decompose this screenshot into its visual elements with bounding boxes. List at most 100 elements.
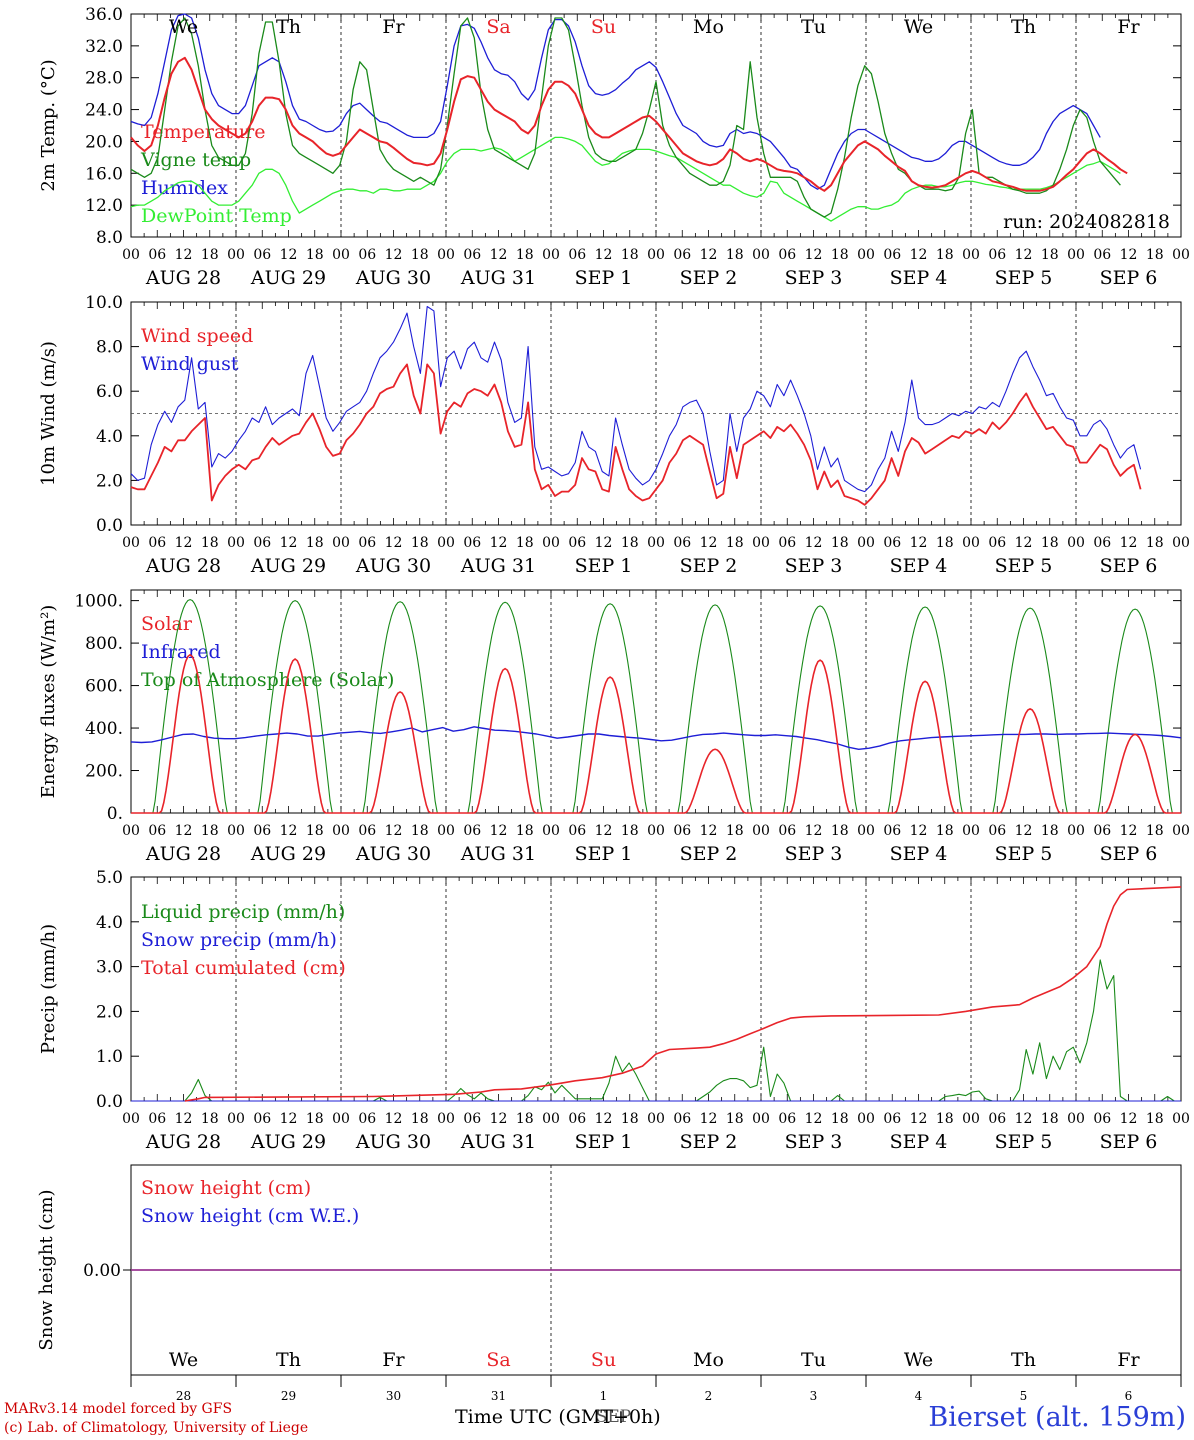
hour-label: 18 <box>831 535 849 551</box>
day-name: Mo <box>693 16 724 38</box>
day-name: Mo <box>693 1349 724 1371</box>
hour-label: 00 <box>437 247 455 263</box>
date-label: SEP 4 <box>890 267 948 289</box>
hour-label: 12 <box>280 247 298 263</box>
hour-label: 00 <box>962 535 980 551</box>
hour-label: 00 <box>227 535 245 551</box>
hour-label: 06 <box>358 247 376 263</box>
date-label: SEP 3 <box>785 1131 843 1153</box>
hour-label: 00 <box>1067 823 1085 839</box>
y-tick-label: 2.0 <box>96 1002 123 1022</box>
hour-label: 00 <box>1067 1111 1085 1127</box>
hour-label: 18 <box>936 247 954 263</box>
hour-label: 00 <box>962 823 980 839</box>
day-number: 6 <box>1125 1389 1133 1403</box>
hour-label: 12 <box>280 535 298 551</box>
hour-label: 12 <box>910 823 928 839</box>
y-axis-label: 10m Wind (m/s) <box>38 341 59 486</box>
series-line <box>131 959 1175 1102</box>
hour-label: 06 <box>673 535 691 551</box>
panel-frame <box>130 589 1182 814</box>
hour-label: 00 <box>1172 1111 1190 1127</box>
y-tick-label: 200. <box>85 762 123 782</box>
hour-label: 06 <box>988 535 1006 551</box>
date-label: AUG 31 <box>460 267 536 289</box>
y-tick-label: 10.0 <box>85 293 123 313</box>
hour-label: 00 <box>1172 247 1190 263</box>
day-number: 3 <box>810 1389 818 1403</box>
date-label: AUG 31 <box>460 555 536 577</box>
hour-label: 00 <box>542 247 560 263</box>
series-line <box>130 726 1182 750</box>
hour-label: 00 <box>647 823 665 839</box>
hour-label: 18 <box>621 247 639 263</box>
day-name: Fr <box>382 16 405 38</box>
day-name: Fr <box>1117 16 1140 38</box>
hour-label: 18 <box>411 535 429 551</box>
hour-label: 06 <box>568 1111 586 1127</box>
hour-label: 06 <box>673 247 691 263</box>
hour-label: 12 <box>385 823 403 839</box>
hour-label: 00 <box>542 823 560 839</box>
hour-label: 12 <box>805 247 823 263</box>
date-label: SEP 2 <box>680 1131 738 1153</box>
day-name: Th <box>1011 16 1036 38</box>
hour-label: 18 <box>621 823 639 839</box>
hour-label: 18 <box>831 1111 849 1127</box>
hour-label: 00 <box>227 823 245 839</box>
hour-label: 18 <box>936 1111 954 1127</box>
hour-label: 06 <box>1093 823 1111 839</box>
hour-label: 00 <box>857 535 875 551</box>
hour-label: 18 <box>411 247 429 263</box>
hour-label: 12 <box>595 823 613 839</box>
hour-label: 00 <box>1067 535 1085 551</box>
day-name: We <box>904 1349 933 1371</box>
date-label: SEP 6 <box>1100 843 1158 865</box>
hour-label: 06 <box>673 1111 691 1127</box>
y-tick-label: 16.0 <box>85 164 123 184</box>
hour-label: 12 <box>595 1111 613 1127</box>
series-line <box>131 653 1181 814</box>
hour-label: 06 <box>778 247 796 263</box>
hour-label: 00 <box>227 247 245 263</box>
y-tick-label: 6.0 <box>96 382 123 402</box>
hour-label: 00 <box>122 535 140 551</box>
hour-label: 12 <box>1120 247 1138 263</box>
hour-label: 06 <box>883 535 901 551</box>
hour-label: 00 <box>1172 823 1190 839</box>
hour-label: 00 <box>857 247 875 263</box>
day-number: 30 <box>386 1389 401 1403</box>
hour-label: 06 <box>148 823 166 839</box>
hour-label: 06 <box>463 247 481 263</box>
hour-label: 12 <box>700 247 718 263</box>
date-label: SEP 5 <box>995 555 1053 577</box>
legend-label: Solar <box>141 613 193 635</box>
day-number: 28 <box>176 1389 191 1403</box>
series-line <box>130 56 1128 192</box>
legend-label: Top of Atmosphere (Solar) <box>141 669 394 691</box>
date-label: SEP 2 <box>680 843 738 865</box>
date-label: SEP 1 <box>575 267 633 289</box>
hour-label: 18 <box>411 823 429 839</box>
hour-label: 18 <box>1041 1111 1059 1127</box>
hour-label: 06 <box>463 1111 481 1127</box>
series-line <box>130 363 1142 506</box>
y-axis-label: Energy fluxes (W/m²) <box>38 605 59 799</box>
hour-label: 06 <box>358 535 376 551</box>
y-tick-label: 2.0 <box>96 471 123 491</box>
hour-label: 00 <box>332 1111 350 1127</box>
date-label: SEP 5 <box>995 1131 1053 1153</box>
date-label: AUG 31 <box>460 843 536 865</box>
date-label: AUG 30 <box>355 1131 431 1153</box>
y-tick-label: 0.0 <box>96 516 123 536</box>
hour-label: 06 <box>568 247 586 263</box>
day-name: Th <box>1011 1349 1036 1371</box>
y-tick-label: 1.0 <box>96 1047 123 1067</box>
hour-label: 06 <box>463 535 481 551</box>
hour-label: 00 <box>122 1111 140 1127</box>
hour-label: 06 <box>253 535 271 551</box>
run-label: run: 2024082818 <box>1003 211 1170 233</box>
day-number: 5 <box>1020 1389 1028 1403</box>
hour-label: 06 <box>148 535 166 551</box>
